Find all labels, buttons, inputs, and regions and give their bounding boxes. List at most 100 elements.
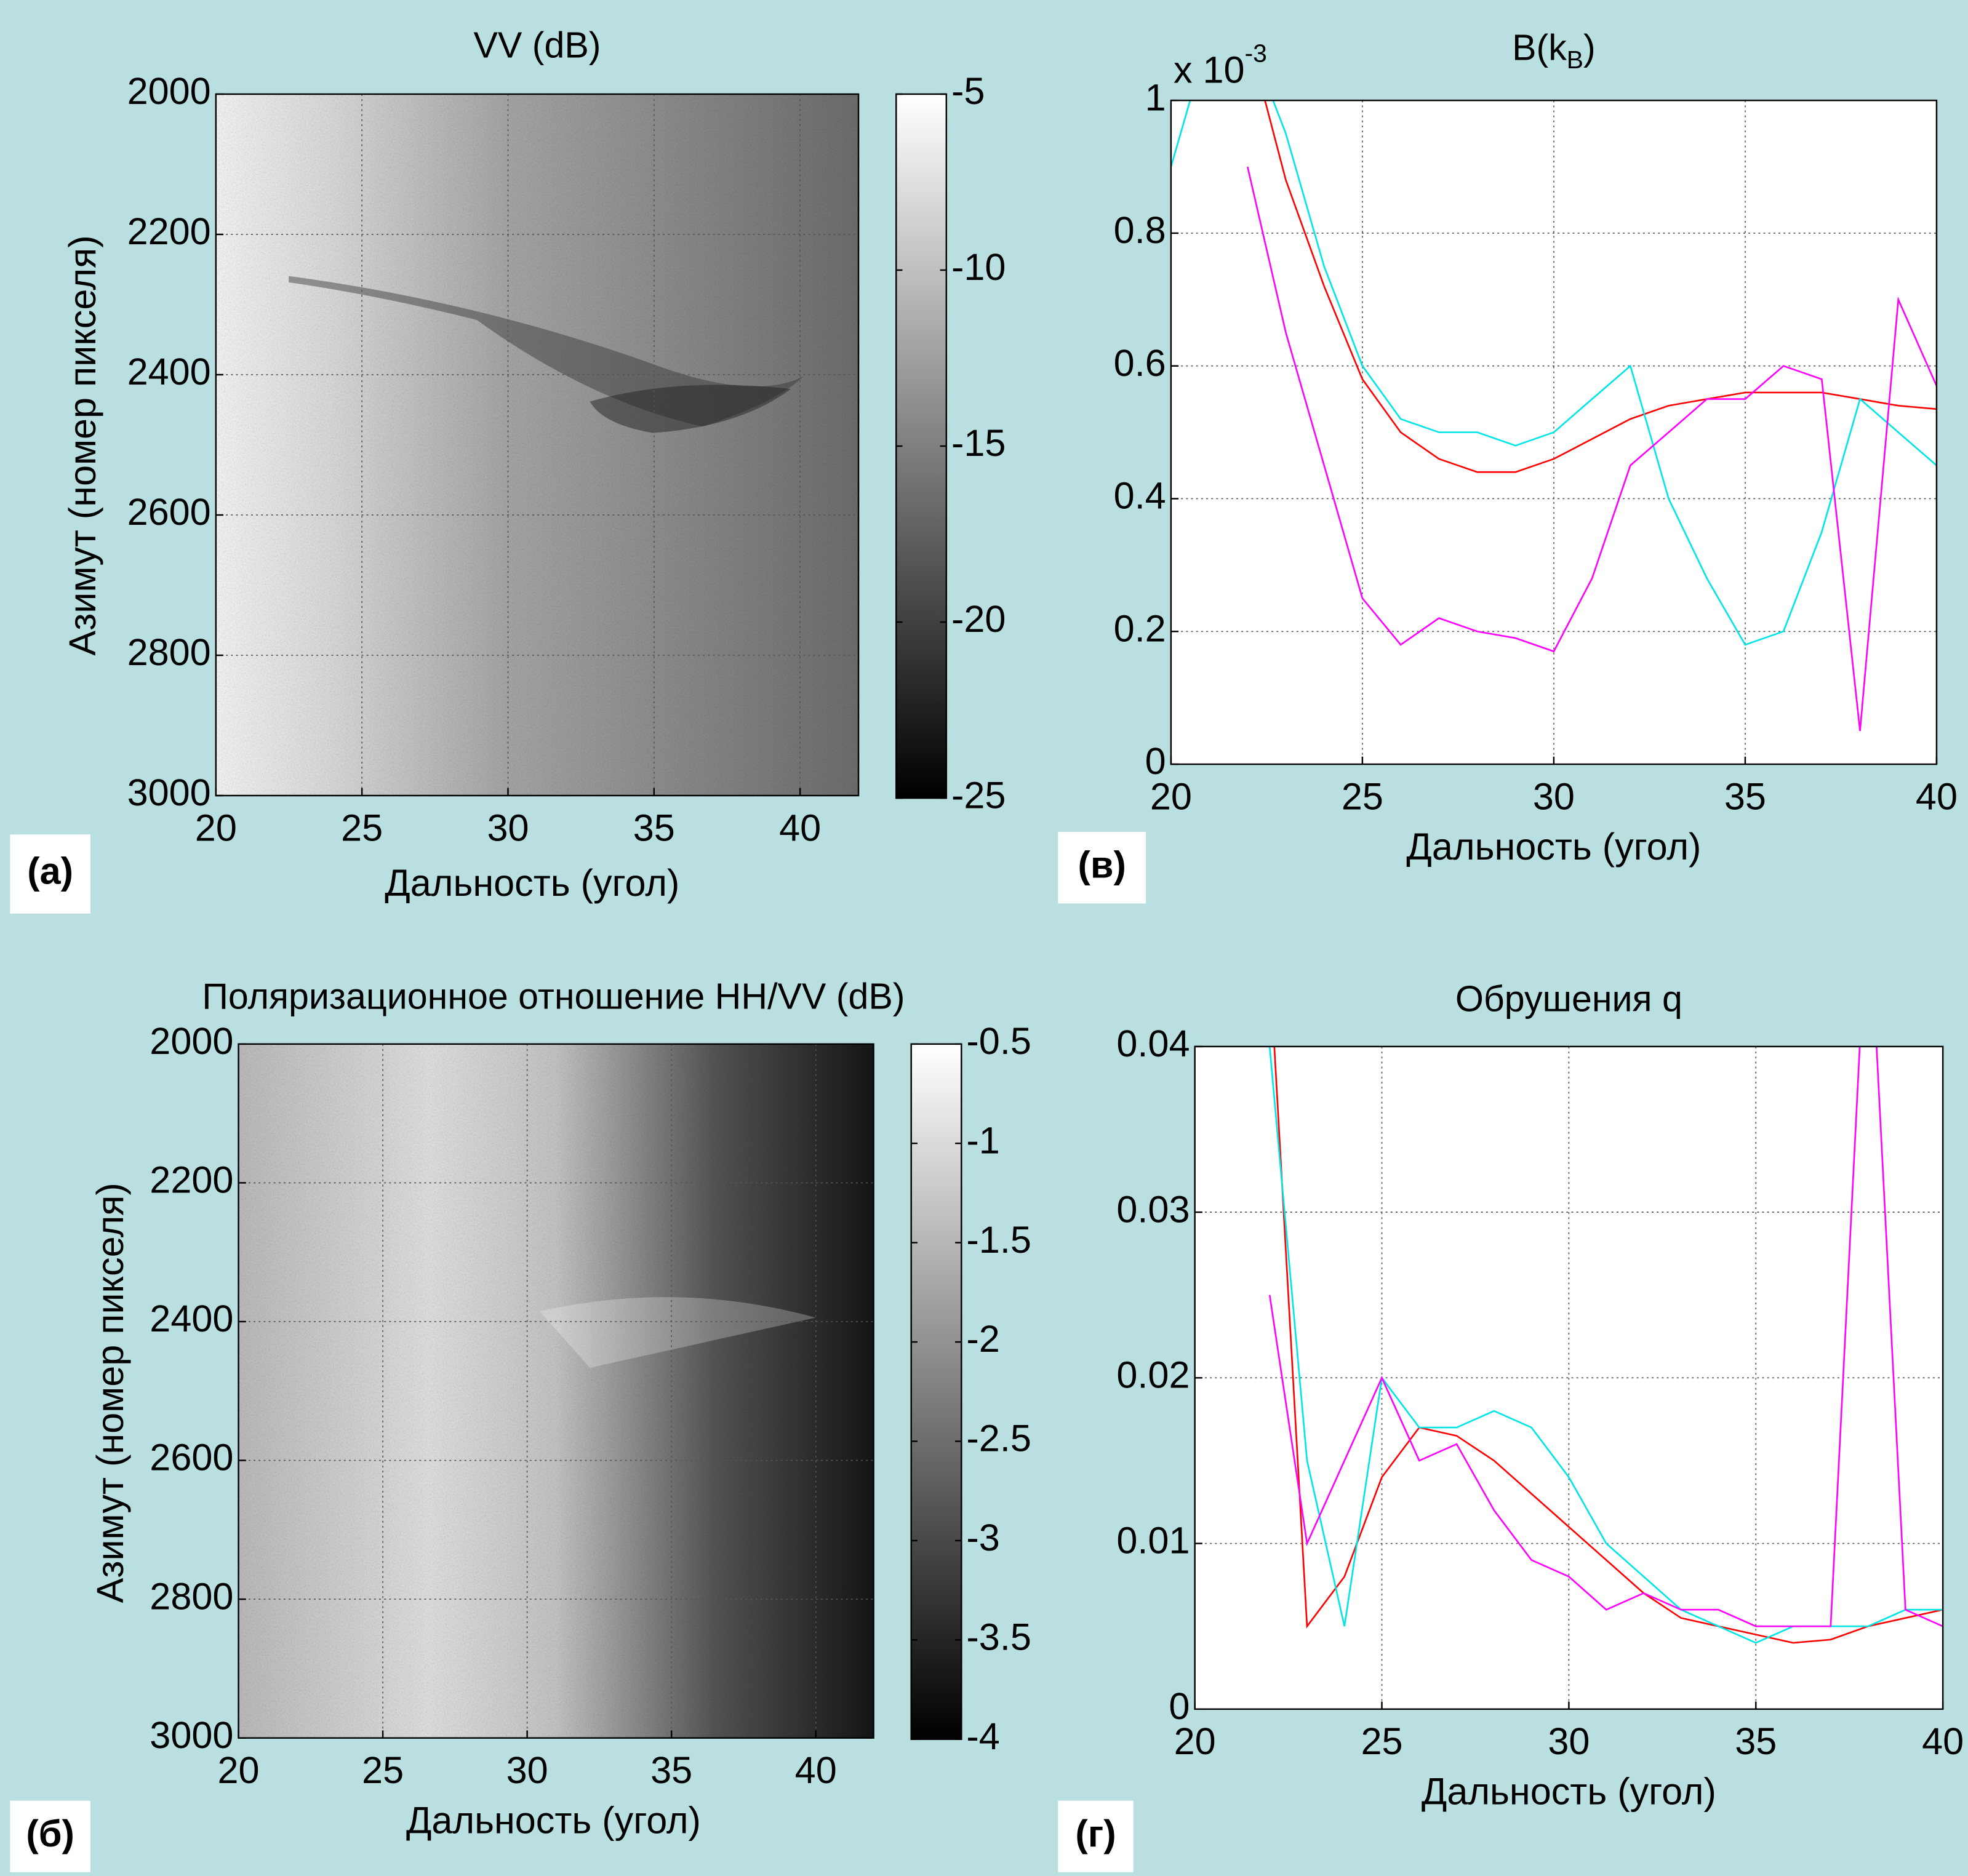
x-tick-label: 30 [487,807,529,848]
x-tick-label: 20 [1150,775,1192,817]
colorbar-tick-label: -0.5 [966,1020,1031,1062]
title-text: Поляризационное отношение HH/VV (dB) [202,975,905,1016]
y-tick-label: 2400 [150,1298,233,1339]
chart-title: VV (dB) [473,24,601,65]
x-tick-label: 40 [1916,775,1958,817]
y-axis-label: Азимут (номер пикселя) [89,1183,131,1603]
title-text: ) [1583,26,1596,68]
x-tick-label: 25 [1342,775,1383,817]
colorbar [910,1043,962,1740]
y-tick-label: 3000 [150,1714,233,1756]
y-tick-label: 2000 [127,70,211,112]
x-axis-label: Дальность (угол) [406,1799,701,1841]
colorbar-tick-label: -1 [966,1119,999,1161]
colorbar-tick-label: -5 [951,70,985,112]
x-tick-label: 25 [341,807,383,848]
colorbar-tick-label: -4 [966,1715,999,1757]
title-text: Обрушения q [1455,978,1682,1019]
panel-label-box [10,834,90,914]
x-tick-label: 20 [1174,1720,1216,1762]
x-tick-label: 20 [218,1749,260,1791]
colorbar-tick-label: -1.5 [966,1219,1031,1261]
x-axis-label: Дальность (угол) [385,862,679,904]
x-axis-label: Дальность (угол) [1406,826,1701,868]
x-tick-label: 20 [195,807,237,848]
y-multiplier-exponent: -3 [1245,39,1267,68]
y-tick-label: 2400 [127,351,211,393]
series-line [1273,1046,1943,1644]
y-tick-label: 0.8 [1114,209,1166,251]
panel-label: (в) [1078,844,1126,885]
series-line [1246,166,1937,732]
y-tick-label: 2200 [150,1159,233,1201]
y-tick-label: 0 [1169,1685,1190,1727]
panel-label-box [1058,832,1146,904]
series-line [1264,100,1937,473]
title-text: B(k [1512,26,1567,68]
axes-box [215,93,860,797]
y-tick-label: 0.01 [1116,1520,1190,1562]
y-tick-label: 2600 [150,1437,233,1479]
x-tick-label: 30 [1548,1720,1590,1762]
title-text: VV (dB) [473,24,601,65]
x-tick-label: 35 [1724,775,1766,817]
y-tick-label: 0.02 [1116,1354,1190,1395]
x-tick-label: 30 [1533,775,1575,817]
y-tick-label: 0.04 [1116,1023,1190,1064]
colorbar-tick-label: -10 [951,246,1006,288]
y-tick-label: 3000 [127,772,211,813]
colorbar-tick-label: -3.5 [966,1616,1031,1658]
image-noise [238,1044,874,1738]
slick [590,385,791,433]
chart-title: Поляризационное отношение HH/VV (dB) [202,975,905,1016]
y-multiplier-base: x 10 [1174,49,1245,90]
x-tick-label: 40 [795,1749,837,1791]
colorbar-tick-label: -3 [966,1517,999,1559]
series-line [1268,1046,1943,1627]
panel-label: (г) [1075,1813,1116,1854]
panel-label: (б) [26,1813,74,1854]
y-tick-label: 2000 [150,1020,233,1062]
x-tick-label: 40 [1922,1720,1964,1762]
colorbar-tick-label: -2 [966,1318,999,1360]
x-tick-label: 35 [633,807,675,848]
y-tick-label: 2800 [127,631,211,673]
y-tick-label: 0.4 [1114,475,1166,517]
y-tick-label: 0.2 [1114,607,1166,649]
y-tick-label: 0 [1145,740,1166,782]
x-tick-label: 25 [362,1749,404,1791]
title-subscript: B [1567,46,1583,74]
y-axis-label: Азимут (номер пикселя) [62,235,103,655]
colorbar-tick-label: -2.5 [966,1418,1031,1459]
y-tick-label: 2200 [127,210,211,252]
x-tick-label: 35 [1735,1720,1777,1762]
slick [540,1297,816,1368]
y-tick-label: 1 [1145,76,1166,118]
colorbar-tick-label: -15 [951,422,1006,464]
image-noise [215,94,859,796]
chart-title: Обрушения q [1455,978,1682,1019]
x-tick-label: 30 [506,1749,548,1791]
chart-title: B(kB) [1512,26,1596,73]
colorbar [895,93,948,799]
x-tick-label: 40 [779,807,821,848]
y-multiplier: x 10-3 [1174,39,1267,91]
panel-label-box [1058,1800,1134,1872]
axes-box [238,1043,874,1739]
panel-label-box [10,1800,90,1872]
series-line [1170,100,1937,646]
colorbar-tick-label: -25 [951,774,1006,816]
axes-box [1194,1045,1944,1710]
x-tick-label: 25 [1361,1720,1402,1762]
x-tick-label: 35 [650,1749,692,1791]
axes-box [1170,99,1938,765]
y-tick-label: 0.6 [1114,342,1166,384]
y-tick-label: 2800 [150,1575,233,1617]
y-tick-label: 0.03 [1116,1188,1190,1230]
y-tick-label: 2600 [127,491,211,533]
colorbar-tick-label: -20 [951,598,1006,640]
panel-label: (а) [27,850,73,892]
x-axis-label: Дальность (угол) [1422,1771,1716,1813]
